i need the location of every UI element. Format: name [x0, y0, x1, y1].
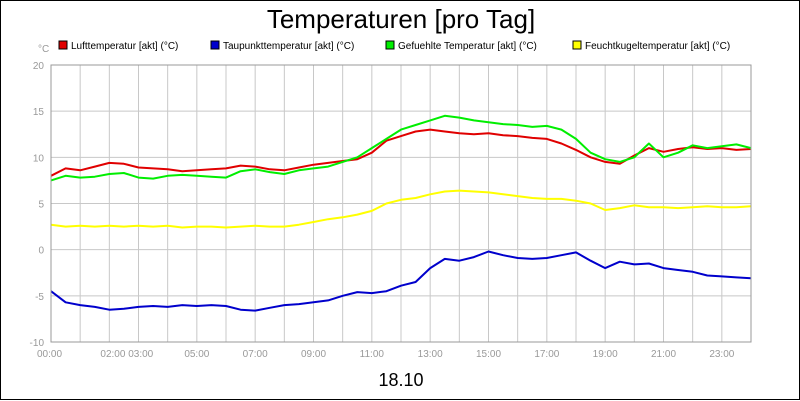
- chart-title: Temperaturen [pro Tag]: [267, 4, 535, 34]
- x-tick-label: 19:00: [593, 349, 618, 360]
- legend-label-2: Gefuehlte Temperatur [akt] (°C): [398, 41, 537, 52]
- legend-label-0: Lufttemperatur [akt] (°C): [71, 41, 178, 52]
- y-tick-label: 5: [38, 200, 44, 211]
- x-tick-label: 21:00: [651, 349, 676, 360]
- legend-label-3: Feuchtkugeltemperatur [akt] (°C): [585, 41, 730, 52]
- x-tick-label: 02:00 03:00: [100, 349, 153, 360]
- y-tick-label: 20: [33, 61, 45, 72]
- series-line-3: [50, 189, 752, 229]
- series-line-0: [50, 128, 752, 177]
- series-line-1: [50, 250, 752, 312]
- y-tick-label: -5: [35, 292, 44, 303]
- plot-area-border: [50, 64, 752, 343]
- grid: [51, 65, 751, 342]
- y-tick-label: 0: [38, 246, 44, 257]
- x-tick-label: 05:00: [184, 349, 209, 360]
- date-label: 18.10: [378, 370, 423, 390]
- series-line-2: [50, 114, 752, 182]
- legend-label-1: Taupunkttemperatur [akt] (°C): [223, 41, 354, 52]
- legend-swatch-1: [210, 40, 220, 50]
- legend: Lufttemperatur [akt] (°C) Taupunkttempera…: [58, 40, 730, 52]
- y-axis-ticks: -10 -5 0 5 10 15 20: [30, 61, 45, 349]
- series-lines: [50, 114, 752, 312]
- y-tick-label: 15: [33, 107, 45, 118]
- x-axis-ticks: 00:00 02:00 03:00 05:00 07:00 09:00 11:00 13:0…: [37, 349, 735, 360]
- x-tick-label: 23:00: [709, 349, 734, 360]
- x-tick-label: 00:00: [37, 349, 62, 360]
- x-tick-label: 13:00: [418, 349, 443, 360]
- x-tick-label: 11:00: [360, 349, 385, 360]
- x-tick-label: 09:00: [301, 349, 326, 360]
- x-tick-label: 17:00: [534, 349, 559, 360]
- x-tick-label: 07:00: [243, 349, 268, 360]
- y-tick-label: -10: [30, 338, 45, 349]
- y-tick-label: 10: [33, 153, 45, 164]
- y-axis-unit: °C: [38, 44, 49, 55]
- legend-swatch-0: [58, 40, 68, 50]
- legend-swatch-2: [385, 40, 395, 50]
- x-tick-label: 15:00: [476, 349, 501, 360]
- legend-swatch-3: [572, 40, 582, 50]
